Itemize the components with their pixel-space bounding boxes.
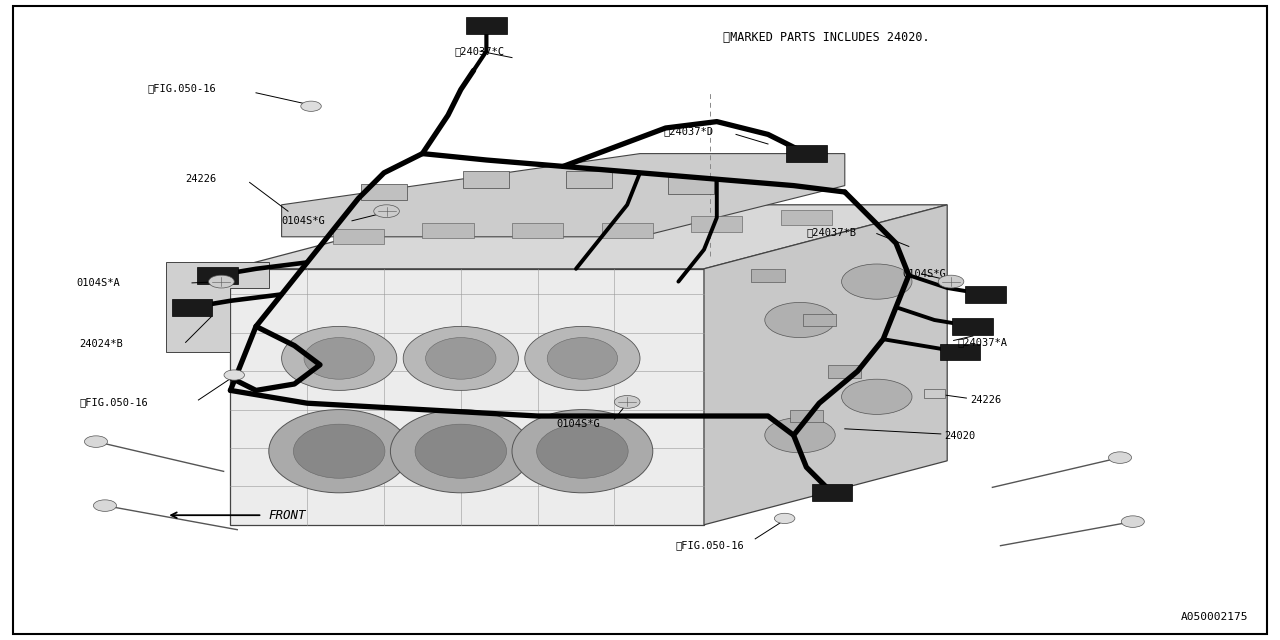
Ellipse shape — [282, 326, 397, 390]
Circle shape — [774, 513, 795, 524]
Text: 24024*B: 24024*B — [79, 339, 123, 349]
Bar — [422, 223, 474, 238]
Circle shape — [1108, 452, 1132, 463]
Bar — [751, 269, 785, 282]
Bar — [602, 223, 653, 238]
Text: ※MARKED PARTS INCLUDES 24020.: ※MARKED PARTS INCLUDES 24020. — [723, 31, 929, 44]
Text: ※FIG.050-16: ※FIG.050-16 — [676, 540, 745, 550]
Bar — [952, 318, 993, 335]
Bar — [965, 286, 1006, 303]
Circle shape — [84, 436, 108, 447]
Bar — [786, 145, 827, 162]
Text: ※24037*A: ※24037*A — [957, 337, 1007, 348]
Polygon shape — [166, 262, 269, 352]
Ellipse shape — [842, 379, 913, 415]
Bar — [781, 210, 832, 225]
Text: 0104S*G: 0104S*G — [902, 269, 946, 279]
Ellipse shape — [425, 338, 495, 379]
Text: ※24037*B: ※24037*B — [806, 227, 856, 237]
Circle shape — [209, 275, 234, 288]
Text: A050002175: A050002175 — [1180, 612, 1248, 622]
Ellipse shape — [525, 326, 640, 390]
Polygon shape — [230, 205, 947, 269]
Circle shape — [93, 500, 116, 511]
Bar — [197, 267, 238, 284]
Polygon shape — [704, 205, 947, 525]
Polygon shape — [230, 269, 704, 525]
Bar — [924, 389, 945, 398]
Text: 0104S*G: 0104S*G — [557, 419, 600, 429]
Circle shape — [614, 396, 640, 408]
Text: 0104S*G: 0104S*G — [282, 216, 325, 226]
Text: 24226: 24226 — [186, 174, 216, 184]
Bar — [463, 171, 509, 188]
Bar — [361, 184, 407, 200]
Ellipse shape — [548, 338, 618, 379]
Text: ※FIG.050-16: ※FIG.050-16 — [147, 83, 216, 93]
Circle shape — [374, 205, 399, 218]
Circle shape — [1121, 516, 1144, 527]
Text: 0104S*A: 0104S*A — [77, 278, 120, 288]
Bar — [803, 314, 836, 326]
Circle shape — [938, 275, 964, 288]
Bar — [940, 344, 980, 360]
Ellipse shape — [765, 303, 836, 338]
Ellipse shape — [512, 410, 653, 493]
Ellipse shape — [403, 326, 518, 390]
Ellipse shape — [293, 424, 385, 478]
Bar — [333, 229, 384, 244]
Text: ※FIG.050-16: ※FIG.050-16 — [79, 397, 148, 407]
Bar — [691, 216, 742, 232]
Bar — [566, 171, 612, 188]
Ellipse shape — [390, 410, 531, 493]
Text: FRONT: FRONT — [269, 509, 306, 522]
Ellipse shape — [765, 418, 836, 453]
Bar — [512, 223, 563, 238]
Text: 24020: 24020 — [945, 431, 975, 441]
Text: ※24037*C: ※24037*C — [454, 46, 504, 56]
Text: ※24037*D: ※24037*D — [663, 126, 713, 136]
Bar — [828, 365, 861, 378]
Polygon shape — [282, 154, 845, 237]
Circle shape — [224, 370, 244, 380]
Text: 24226: 24226 — [970, 395, 1001, 405]
Bar — [812, 484, 852, 501]
Bar — [172, 299, 212, 316]
Bar — [790, 410, 823, 422]
Ellipse shape — [842, 264, 913, 300]
Bar — [466, 17, 507, 34]
Ellipse shape — [415, 424, 507, 478]
Ellipse shape — [536, 424, 628, 478]
Bar — [668, 177, 714, 194]
Ellipse shape — [305, 338, 375, 379]
Ellipse shape — [269, 410, 410, 493]
Circle shape — [301, 101, 321, 111]
